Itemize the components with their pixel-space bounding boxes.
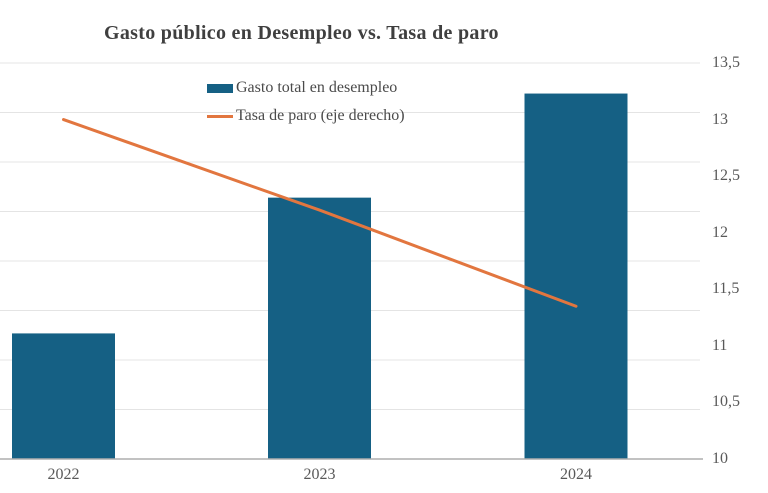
x-axis-tick-label: 2022 (47, 466, 80, 483)
x-axis-tick-label: 2023 (303, 466, 336, 483)
chart-legend: Gasto total en desempleo Tasa de paro (e… (207, 74, 405, 130)
y-axis-tick-label: 13,5 (712, 54, 740, 71)
y-axis-tick-label: 10 (712, 450, 728, 467)
bar-2023 (268, 197, 371, 459)
y-axis-tick-label: 10,5 (712, 393, 740, 411)
x-axis-tick-label: 2024 (560, 466, 592, 483)
legend-label-gasto: Gasto total en desempleo (236, 79, 398, 96)
line-swatch-icon (207, 114, 233, 118)
y-axis-tick-label: 11,5 (712, 280, 740, 298)
tasa-line (62, 118, 578, 308)
chart-title: Gasto público en Desempleo vs. Tasa de p… (104, 22, 499, 44)
legend-item-tasa: Tasa de paro (eje derecho) (207, 102, 405, 130)
y-axis-tick-label: 12,5 (712, 167, 740, 185)
y-axis-tick-label: 11 (712, 336, 728, 354)
bar-2022 (12, 333, 115, 459)
bar-2024 (524, 93, 628, 459)
legend-label-tasa: Tasa de paro (eje derecho) (236, 107, 405, 124)
y-axis-tick-label: 13 (712, 110, 728, 128)
legend-item-gasto: Gasto total en desempleo (207, 74, 405, 102)
bar-swatch-icon (207, 83, 233, 93)
y-axis-tick-label: 12 (712, 223, 728, 241)
